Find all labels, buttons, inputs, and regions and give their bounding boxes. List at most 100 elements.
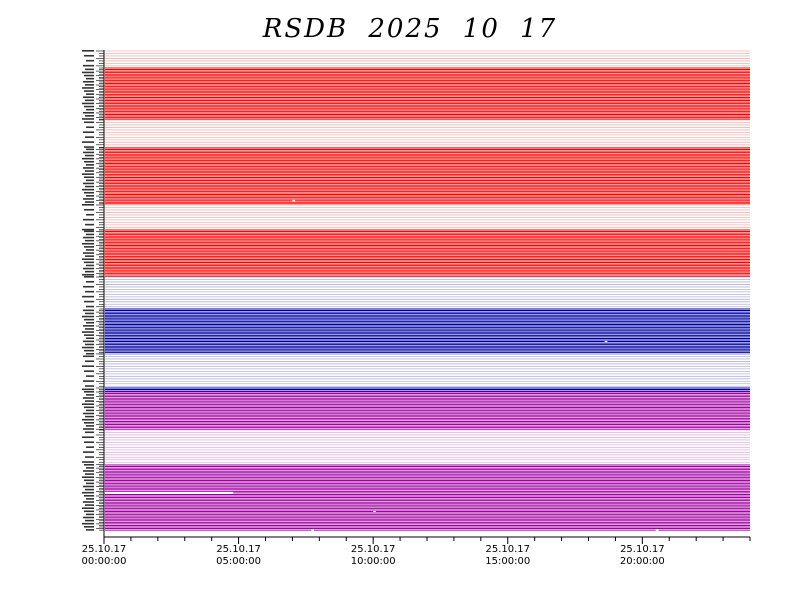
station-label-mark bbox=[86, 77, 94, 80]
station-label-mark bbox=[84, 261, 94, 264]
x-tick-label-date: 25.10.17 bbox=[620, 544, 665, 555]
station-label-mark bbox=[86, 148, 94, 151]
station-label-mark bbox=[86, 467, 94, 469]
station-label-mark bbox=[85, 99, 94, 102]
station-label-mark bbox=[86, 425, 94, 427]
station-label-mark bbox=[86, 498, 94, 500]
station-label-mark bbox=[83, 96, 94, 99]
station-label-mark bbox=[82, 273, 94, 276]
station-label-mark bbox=[84, 300, 94, 303]
station-label-mark bbox=[85, 415, 94, 418]
station-label-mark bbox=[84, 406, 94, 409]
station-label-mark bbox=[83, 252, 94, 254]
station-label-mark bbox=[84, 208, 94, 211]
station-label-mark bbox=[84, 191, 94, 194]
station-label-mark bbox=[86, 446, 94, 448]
station-label-mark bbox=[82, 141, 94, 143]
station-label-mark bbox=[85, 223, 94, 226]
station-label-mark bbox=[86, 164, 94, 166]
station-label-mark bbox=[86, 93, 94, 95]
x-tick-label-time: 00:00:00 bbox=[82, 556, 127, 567]
station-label-mark bbox=[83, 285, 94, 288]
station-label-mark bbox=[85, 270, 94, 273]
station-label-mark bbox=[85, 255, 94, 257]
station-label-mark bbox=[85, 170, 94, 172]
station-label-mark bbox=[85, 84, 94, 86]
station-label-mark bbox=[83, 64, 94, 67]
station-label-mark bbox=[84, 370, 94, 372]
station-label-mark bbox=[86, 126, 94, 129]
station-label-mark bbox=[85, 431, 94, 434]
station-label-mark bbox=[86, 394, 94, 396]
station-label-mark bbox=[84, 74, 94, 77]
station-label-mark bbox=[83, 218, 94, 221]
station-label-mark bbox=[83, 111, 94, 114]
station-label-mark bbox=[82, 476, 94, 478]
station-label-mark bbox=[82, 522, 94, 525]
station-label-mark bbox=[86, 375, 94, 377]
station-label-mark bbox=[83, 131, 94, 133]
station-label-mark bbox=[83, 412, 94, 415]
station-label-mark bbox=[82, 507, 94, 509]
station-label-mark bbox=[86, 482, 94, 485]
station-label-mark bbox=[82, 331, 94, 333]
station-label-mark bbox=[85, 185, 94, 188]
chart-title: RSDB 2025 10 17 bbox=[262, 14, 557, 44]
station-label-mark bbox=[85, 343, 94, 346]
x-axis-ticks: 25.10.1700:00:0025.10.1705:00:0025.10.17… bbox=[82, 537, 751, 567]
station-label-mark bbox=[86, 179, 94, 182]
station-label-mark bbox=[83, 182, 94, 185]
station-label-mark bbox=[84, 121, 94, 124]
station-label-mark bbox=[82, 173, 94, 175]
station-label-mark bbox=[82, 242, 94, 245]
station-label-mark bbox=[84, 510, 94, 513]
station-label-mark bbox=[82, 295, 94, 298]
station-label-mark bbox=[83, 80, 94, 83]
x-tick-label-date: 25.10.17 bbox=[485, 544, 530, 555]
station-label-mark bbox=[82, 418, 94, 421]
station-label-mark bbox=[85, 519, 94, 522]
x-tick-label-date: 25.10.17 bbox=[216, 544, 261, 555]
station-label-mark bbox=[82, 118, 94, 120]
station-label-mark bbox=[82, 228, 94, 231]
station-label-mark bbox=[86, 233, 94, 236]
station-label-mark bbox=[83, 325, 94, 327]
station-label-mark bbox=[84, 105, 94, 108]
x-tick-label-time: 15:00:00 bbox=[485, 556, 530, 567]
station-label-mark bbox=[82, 87, 94, 89]
station-label-mark bbox=[85, 400, 94, 402]
station-label-mark bbox=[84, 54, 94, 57]
station-label-mark bbox=[86, 108, 94, 111]
station-label-mark bbox=[83, 309, 94, 312]
data-gap bbox=[311, 529, 314, 532]
station-label-mark bbox=[86, 59, 94, 62]
station-label-mark bbox=[86, 195, 94, 197]
station-label-mark bbox=[83, 151, 94, 154]
data-gap bbox=[373, 510, 376, 513]
station-label-mark bbox=[85, 68, 94, 71]
station-label-mark bbox=[83, 236, 94, 239]
station-label-mark bbox=[83, 267, 94, 270]
station-label-mark bbox=[84, 495, 94, 497]
station-label-mark bbox=[82, 188, 94, 191]
station-label-mark bbox=[83, 485, 94, 488]
station-label-mark bbox=[84, 90, 94, 92]
station-label-mark bbox=[86, 249, 94, 251]
station-label-mark bbox=[82, 50, 94, 52]
station-label-mark bbox=[85, 504, 94, 506]
data-gap bbox=[104, 491, 234, 494]
station-label-mark bbox=[83, 397, 94, 399]
data-gap bbox=[292, 199, 296, 202]
station-label-mark bbox=[85, 488, 94, 491]
station-label-mark bbox=[86, 305, 94, 308]
station-label-mark bbox=[86, 321, 94, 324]
station-label-mark bbox=[82, 157, 94, 160]
station-label-mark bbox=[82, 403, 94, 405]
station-label-mark bbox=[82, 315, 94, 318]
station-label-mark bbox=[84, 391, 94, 393]
station-label-mark bbox=[83, 428, 94, 430]
station-label-mark bbox=[84, 441, 94, 443]
station-label-mark bbox=[84, 349, 94, 352]
station-label-mark bbox=[82, 461, 94, 463]
station-label-mark bbox=[83, 516, 94, 519]
